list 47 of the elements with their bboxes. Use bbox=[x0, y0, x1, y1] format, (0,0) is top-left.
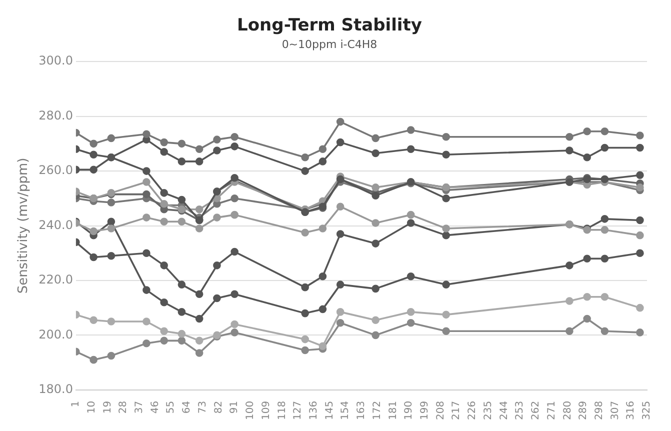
chart-title: Long-Term Stability bbox=[237, 16, 422, 36]
x-tick-label: 118 bbox=[276, 400, 288, 420]
x-tick-label: 145 bbox=[324, 400, 336, 420]
x-tick-label: 46 bbox=[150, 400, 161, 414]
x-tick-label: 190 bbox=[404, 400, 415, 420]
x-tick-label: 100 bbox=[245, 400, 256, 420]
x-tick-label: 172 bbox=[372, 400, 383, 420]
x-tick-label: 316 bbox=[626, 400, 637, 420]
x-tick-label: 19 bbox=[102, 400, 114, 414]
x-tick-label: 262 bbox=[530, 400, 542, 420]
x-tick-label: 1 bbox=[70, 400, 82, 408]
chart-subtitle: 0~10ppm i-C4H8 bbox=[282, 38, 378, 51]
x-tick-label: 235 bbox=[482, 400, 494, 420]
y-tick-label: 300.0 bbox=[38, 54, 73, 68]
y-tick-label: 260.0 bbox=[38, 163, 73, 178]
x-tick-label: 10 bbox=[86, 400, 98, 414]
x-tick-label: 289 bbox=[578, 400, 590, 420]
x-tick-label: 280 bbox=[562, 400, 574, 420]
y-tick-label: 180.0 bbox=[38, 382, 73, 396]
x-tick-label: 271 bbox=[546, 400, 558, 420]
x-tick-label: 73 bbox=[197, 400, 208, 414]
x-tick-label: 307 bbox=[610, 400, 621, 420]
x-tick-label: 28 bbox=[118, 400, 130, 414]
x-tick-label: 82 bbox=[213, 400, 224, 414]
x-tick-label: 127 bbox=[292, 400, 304, 420]
x-tick-label: 91 bbox=[229, 400, 240, 414]
x-tick-label: 55 bbox=[166, 400, 177, 414]
y-tick-label: 220.0 bbox=[38, 272, 73, 287]
x-tick-label: 199 bbox=[420, 400, 431, 420]
x-tick-label: 154 bbox=[340, 400, 352, 420]
x-tick-label: 163 bbox=[356, 400, 368, 420]
x-tick-label: 181 bbox=[388, 400, 399, 420]
x-tick-label: 298 bbox=[594, 400, 606, 420]
x-tick-label: 244 bbox=[498, 400, 510, 420]
x-tick-label: 226 bbox=[467, 400, 478, 420]
x-tick-label: 325 bbox=[642, 400, 653, 420]
y-tick-label: 200.0 bbox=[38, 327, 73, 342]
x-tick-label: 37 bbox=[134, 400, 145, 414]
x-tick-label: 109 bbox=[260, 400, 272, 420]
x-tick-label: 64 bbox=[182, 400, 193, 414]
x-tick-label: 208 bbox=[435, 400, 446, 420]
x-tick-label: 217 bbox=[451, 400, 462, 420]
x-tick-label: 253 bbox=[514, 400, 526, 420]
y-tick-label: 240.0 bbox=[38, 218, 73, 232]
x-tick-label: 136 bbox=[308, 400, 320, 420]
y-axis-title: Sensitivity (mv/ppm) bbox=[16, 158, 32, 294]
y-tick-label: 280.0 bbox=[38, 108, 73, 122]
